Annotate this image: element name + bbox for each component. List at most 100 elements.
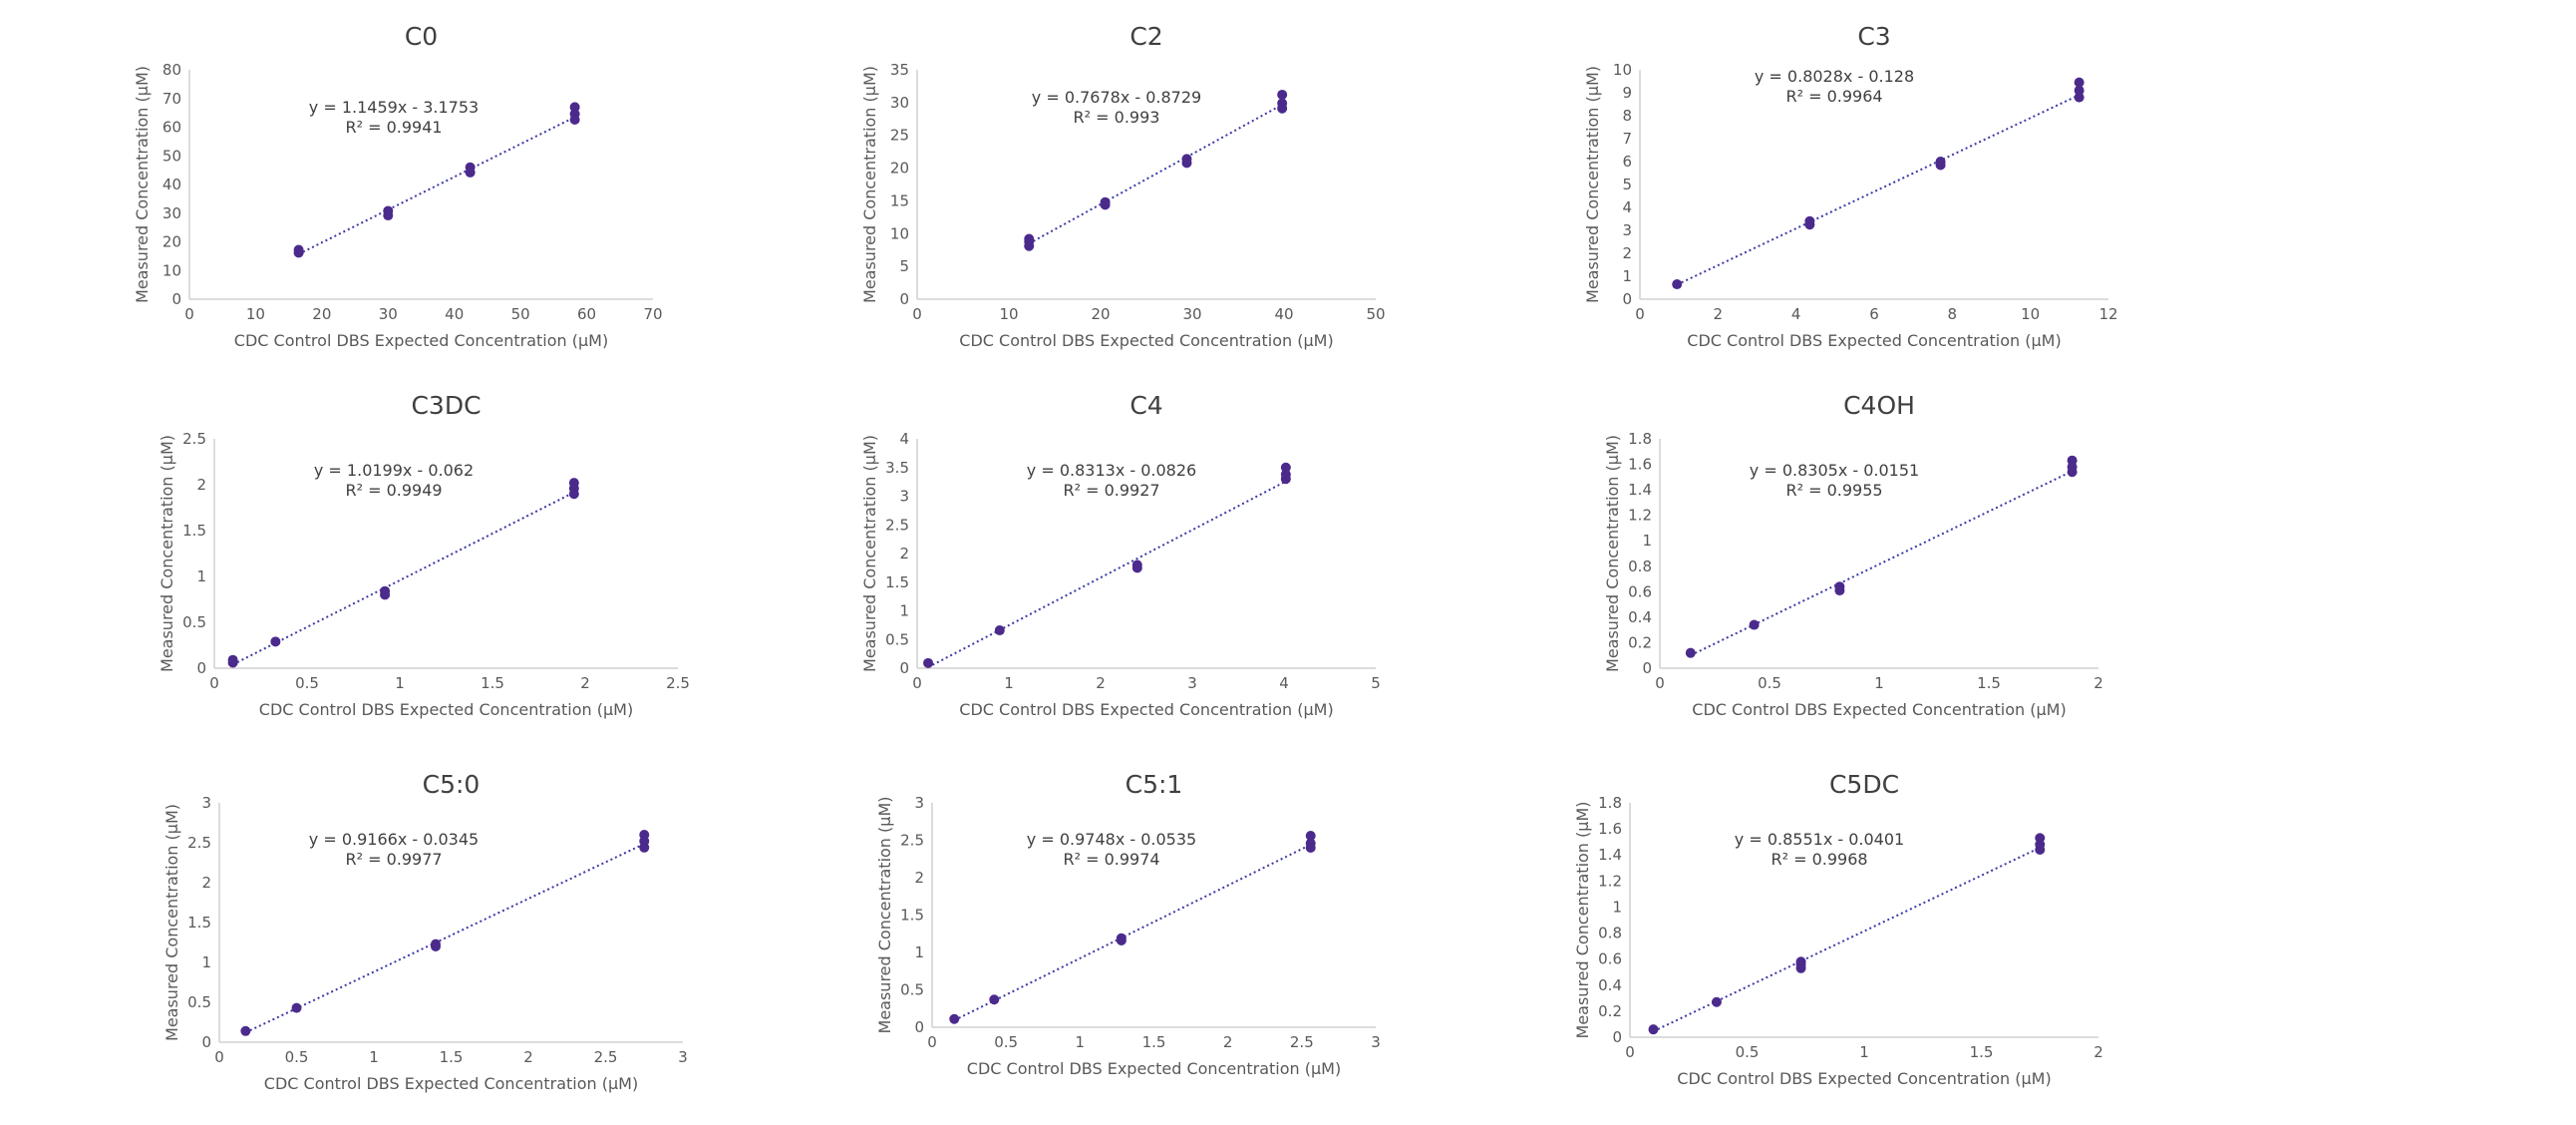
y-tick-label: 1.2 (1598, 872, 1622, 890)
y-tick-label: 5 (1622, 176, 1632, 193)
chart-panel-c0: C0 0 10 20 30 40 50 60 70 0 10 20 30 40 50 60 70 80 CDC Co… (110, 10, 708, 350)
x-tick-label: 1 (369, 1048, 379, 1066)
x-tick-label: 0 (1655, 674, 1665, 692)
x-tick-label: 2.5 (1290, 1033, 1314, 1051)
x-tick-label: 0.5 (1736, 1043, 1760, 1061)
y-tick-label: 15 (890, 191, 909, 209)
x-axis-label: CDC Control DBS Expected Concentration (… (959, 700, 1333, 719)
x-axis-label: CDC Control DBS Expected Concentration (… (234, 331, 608, 350)
x-tick-label: 5 (1371, 674, 1381, 692)
y-tick-label: 0 (1642, 659, 1652, 677)
y-axis-label: Measured Concentration (µM) (158, 435, 176, 672)
x-tick-label: 20 (1091, 305, 1110, 323)
x-tick-label: 40 (445, 305, 464, 323)
y-tick-label: 3 (201, 794, 211, 812)
data-point (2074, 92, 2085, 103)
data-point (431, 938, 441, 949)
chart-title: C5DC (1829, 770, 1899, 799)
trendline-equation: y = 0.8305x - 0.0151 (1750, 461, 1919, 480)
x-axis-label: CDC Control DBS Expected Concentration (… (1677, 1069, 2051, 1088)
chart-title: C3 (1857, 22, 1890, 51)
x-tick-label: 0 (927, 1033, 937, 1051)
data-point (2074, 85, 2085, 96)
data-point (1280, 469, 1291, 480)
y-tick-label: 8 (1622, 107, 1632, 125)
x-tick-label: 50 (1366, 305, 1385, 323)
r-squared-label: R² = 0.9964 (1785, 87, 1882, 106)
r-squared-label: R² = 0.993 (1074, 108, 1160, 127)
y-tick-label: 0.2 (1598, 1002, 1622, 1020)
x-tick-label: 0.5 (1758, 674, 1781, 692)
x-tick-label: 1 (1874, 674, 1884, 692)
y-tick-label: 0.5 (900, 981, 924, 999)
x-tick-label: 2 (523, 1048, 533, 1066)
x-tick-label: 1 (1076, 1033, 1086, 1051)
data-point (1131, 560, 1142, 570)
y-tick-label: 4 (1622, 198, 1632, 216)
x-tick-label: 0.5 (285, 1048, 309, 1066)
y-tick-label: 1 (196, 567, 206, 585)
r-squared-label: R² = 0.9927 (1063, 481, 1159, 500)
scatter-chart: C2 0 10 20 30 40 50 0 5 10 15 20 25 30 35 CDC Control D… (860, 22, 1386, 350)
data-point (1277, 89, 1288, 100)
y-tick-label: 1 (1622, 267, 1632, 285)
y-tick-label: 70 (162, 90, 181, 108)
x-tick-label: 60 (577, 305, 596, 323)
data-point (240, 1025, 251, 1036)
data-point (1305, 838, 1316, 849)
scatter-chart: C4 0 1 2 3 4 5 0 0.5 1 1.5 2 2.5 3 3.5 4 CDC Control DBS… (860, 391, 1381, 719)
x-tick-label: 1 (395, 674, 405, 692)
x-tick-label: 2 (1223, 1033, 1233, 1051)
y-tick-label: 1.8 (1628, 430, 1652, 448)
trendline-equation: y = 1.0199x - 0.062 (314, 461, 474, 480)
y-tick-label: 0.4 (1628, 608, 1652, 626)
y-tick-label: 3 (1622, 221, 1632, 239)
x-tick-label: 30 (1182, 305, 1201, 323)
data-point (1935, 157, 1946, 167)
x-tick-label: 3 (678, 1048, 688, 1066)
y-tick-label: 3 (914, 794, 924, 812)
y-tick-label: 9 (1622, 84, 1632, 102)
y-tick-label: 40 (162, 176, 181, 193)
x-tick-label: 0 (912, 305, 922, 323)
chart-title: C5:1 (1126, 770, 1183, 799)
x-tick-label: 6 (1869, 305, 1879, 323)
y-tick-label: 3.5 (885, 459, 909, 477)
x-tick-label: 8 (1948, 305, 1958, 323)
y-tick-label: 30 (890, 94, 909, 112)
y-axis-label: Measured Concentration (µM) (133, 66, 152, 303)
y-tick-label: 1.6 (1598, 820, 1622, 838)
x-tick-label: 0.5 (994, 1033, 1018, 1051)
y-axis-label: Measured Concentration (µM) (1573, 802, 1592, 1039)
x-tick-label: 1.5 (1970, 1043, 1994, 1061)
x-tick-label: 1 (1004, 674, 1014, 692)
x-tick-label: 30 (379, 305, 398, 323)
chart-title: C2 (1129, 22, 1162, 51)
y-tick-label: 1.5 (182, 522, 206, 540)
y-tick-label: 0.5 (187, 993, 211, 1011)
data-point (569, 102, 580, 113)
scatter-chart: C5DC 0 0.5 1 1.5 2 0 0.2 0.4 0.6 0.8 1 1.2 1.4 1.6 1.8 C… (1573, 770, 2103, 1088)
y-tick-label: 1 (899, 602, 909, 620)
x-tick-label: 4 (1279, 674, 1289, 692)
x-tick-label: 2.5 (666, 674, 690, 692)
x-tick-label: 10 (999, 305, 1018, 323)
y-tick-label: 1 (1612, 898, 1622, 916)
trendline (298, 116, 576, 255)
data-point (569, 109, 580, 120)
trendline (232, 491, 575, 666)
y-tick-label: 2 (1622, 244, 1632, 262)
y-tick-label: 0.6 (1598, 950, 1622, 968)
y-tick-label: 25 (890, 127, 909, 145)
chart-panel-c4: C4 0 1 2 3 4 5 0 0.5 1 1.5 2 2.5 3 3.5 4 CDC Control DBS… (832, 379, 1431, 719)
y-tick-label: 1.4 (1598, 846, 1622, 864)
y-tick-label: 35 (890, 61, 909, 79)
x-tick-label: 70 (643, 305, 662, 323)
scatter-chart: C5:1 0 0.5 1 1.5 2 2.5 3 0 0.5 1 1.5 2 2.5 3 CDC Contro… (875, 770, 1381, 1078)
x-tick-label: 0 (184, 305, 194, 323)
trendline (1676, 94, 2081, 286)
x-tick-label: 0 (1635, 305, 1645, 323)
data-point (2067, 455, 2078, 466)
x-tick-label: 0 (209, 674, 219, 692)
